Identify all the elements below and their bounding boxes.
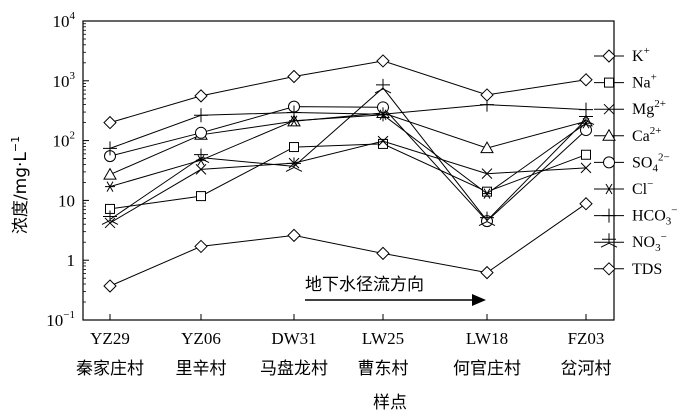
data-point xyxy=(287,69,301,84)
legend-label: NO3− xyxy=(632,231,667,254)
x-tick-label: YZ06 xyxy=(181,329,221,348)
legend-marker xyxy=(604,183,614,195)
legend-marker xyxy=(602,208,616,223)
data-point xyxy=(478,211,496,227)
data-point xyxy=(287,228,301,243)
data-point xyxy=(378,138,388,149)
data-point xyxy=(579,73,593,87)
data-point xyxy=(103,141,117,156)
series-line xyxy=(109,114,587,195)
data-point xyxy=(101,210,119,225)
y-axis-label: 浓度/mg·L−1 xyxy=(9,136,31,234)
x-category-name: 曹东村 xyxy=(358,359,409,379)
flow-direction-arrowhead xyxy=(472,294,486,306)
x-tick-label: FZ03 xyxy=(568,329,605,348)
legend-label: Cl− xyxy=(632,178,653,198)
y-tick-label: 10−1 xyxy=(46,309,75,330)
legend-marker xyxy=(603,103,615,115)
data-point xyxy=(580,162,592,174)
legend-label: K+ xyxy=(632,45,650,65)
data-point xyxy=(103,167,117,180)
y-tick-label: 10 xyxy=(58,191,75,210)
data-point xyxy=(195,164,207,175)
x-category-name: 岔河村 xyxy=(561,359,612,379)
data-point xyxy=(377,135,389,147)
series-line xyxy=(109,112,587,176)
data-point xyxy=(376,54,390,68)
axes: 10−1 1 10 102 103 104 YZ29 秦家庄村 YZ06 里辛村 DW31 马盘龙村 L… xyxy=(46,10,615,379)
legend-marker xyxy=(603,156,615,169)
x-category-name: 里辛村 xyxy=(176,359,227,379)
y-tick-label: 1 xyxy=(67,251,76,270)
series-line xyxy=(109,104,587,149)
data-point xyxy=(192,148,210,164)
x-tick-label: LW25 xyxy=(362,329,404,348)
data-point xyxy=(289,115,299,126)
data-point xyxy=(374,78,392,94)
legend-marker xyxy=(604,77,614,88)
x-category-name: 何官庄村 xyxy=(453,359,521,379)
legend-marker xyxy=(602,128,616,141)
x-category-name: 马盘龙村 xyxy=(260,359,328,379)
legend-label: TDS xyxy=(632,261,662,278)
x-tick-label: LW18 xyxy=(466,329,508,348)
data-point xyxy=(287,105,301,120)
data-point xyxy=(481,168,493,180)
series-layer xyxy=(101,54,595,293)
legend-label: HCO3− xyxy=(632,205,678,228)
data-point xyxy=(376,107,390,122)
data-point xyxy=(581,149,591,160)
flow-direction-label: 地下水径流方向 xyxy=(305,275,424,295)
text-layer: 浓度/mg·L−1 样点 地下水径流方向 xyxy=(9,136,486,413)
data-point xyxy=(194,108,208,123)
series-line xyxy=(109,106,587,222)
data-point xyxy=(105,181,115,192)
data-point xyxy=(285,157,303,172)
series-line xyxy=(109,203,587,287)
legend-label: SO42− xyxy=(632,151,670,174)
plot-frame xyxy=(82,20,615,321)
data-point xyxy=(194,239,208,254)
legend: K+ Na+ Mg2+ Ca2+ SO42− Cl− HCO3− NO3− TDS xyxy=(594,45,678,278)
y-tick-label: 103 xyxy=(53,70,76,91)
data-point xyxy=(480,265,494,280)
x-tick-label: YZ29 xyxy=(90,329,130,348)
x-axis-label: 样点 xyxy=(373,393,407,413)
legend-label: Mg2+ xyxy=(632,98,666,118)
data-point xyxy=(482,186,492,197)
legend-label: Ca2+ xyxy=(632,125,662,145)
data-point xyxy=(104,217,116,229)
x-category-name: 秦家庄村 xyxy=(76,359,144,379)
series-line xyxy=(109,140,587,224)
data-point xyxy=(579,197,593,211)
data-point xyxy=(482,188,492,199)
series-line xyxy=(109,143,587,210)
legend-marker xyxy=(602,49,616,63)
data-point xyxy=(194,89,208,103)
legend-label: Na+ xyxy=(632,72,657,92)
data-point xyxy=(376,246,390,261)
legend-marker xyxy=(602,262,616,276)
y-tick-label: 102 xyxy=(53,130,76,151)
legend-marker xyxy=(600,233,618,248)
series-line xyxy=(109,87,587,222)
data-point xyxy=(195,126,207,139)
data-point xyxy=(196,191,206,202)
x-tick-label: DW31 xyxy=(271,329,316,348)
data-point xyxy=(577,110,595,125)
y-tick-label: 104 xyxy=(53,10,76,31)
data-point xyxy=(480,141,494,154)
series-line xyxy=(109,60,587,124)
data-point xyxy=(103,115,117,130)
data-point xyxy=(103,279,117,293)
data-point xyxy=(289,142,299,153)
data-point xyxy=(480,88,494,102)
